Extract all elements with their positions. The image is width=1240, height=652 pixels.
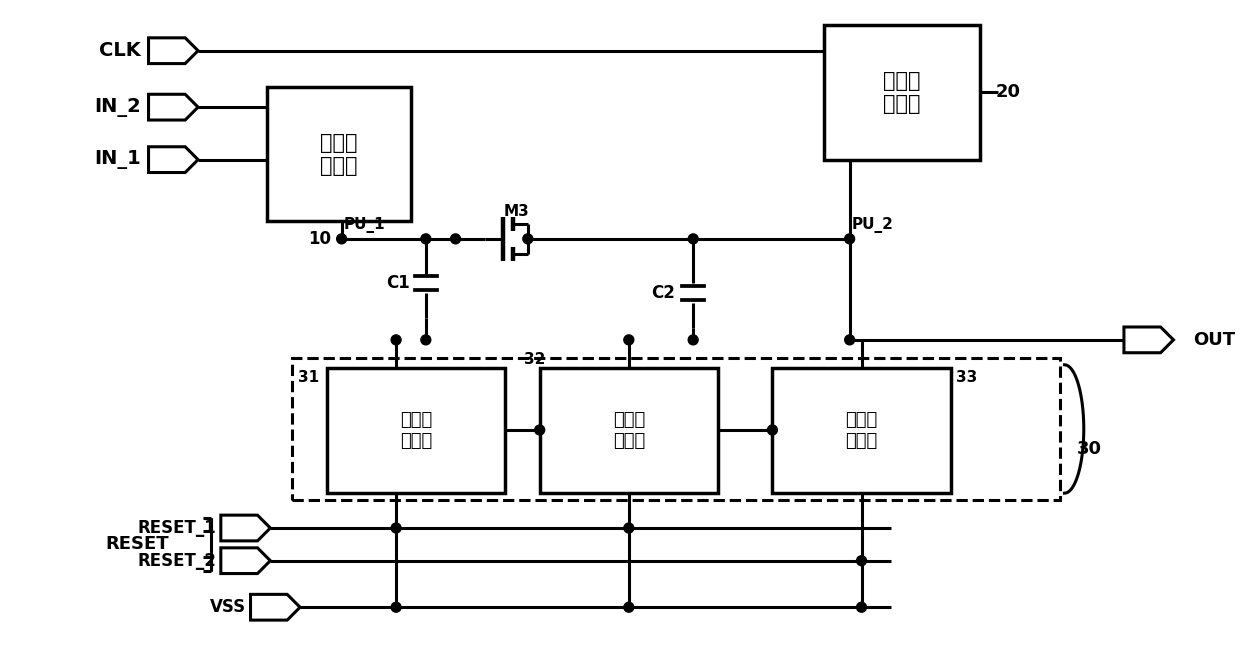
Circle shape <box>688 234 698 244</box>
Circle shape <box>844 234 854 244</box>
Text: 第二输
入模块: 第二输 入模块 <box>883 70 921 114</box>
Circle shape <box>768 425 777 435</box>
Circle shape <box>450 234 460 244</box>
Text: 31: 31 <box>298 370 319 385</box>
Bar <box>823 25 981 160</box>
Circle shape <box>857 602 867 612</box>
Text: PU_1: PU_1 <box>343 217 386 233</box>
Circle shape <box>624 523 634 533</box>
Text: M3: M3 <box>503 203 529 218</box>
Text: RESET: RESET <box>105 535 170 554</box>
Text: 33: 33 <box>956 370 977 385</box>
Circle shape <box>857 556 867 566</box>
Circle shape <box>420 234 430 244</box>
Bar <box>293 358 1060 500</box>
Bar <box>327 368 505 494</box>
Circle shape <box>391 335 401 345</box>
Text: C1: C1 <box>386 274 410 292</box>
Text: VSS: VSS <box>210 599 246 616</box>
Text: OUT: OUT <box>1193 331 1235 349</box>
Text: 第一输
入模块: 第一输 入模块 <box>320 132 358 176</box>
Text: CLK: CLK <box>99 41 140 60</box>
Text: C2: C2 <box>651 284 676 303</box>
Circle shape <box>420 335 430 345</box>
Bar <box>773 368 951 494</box>
Circle shape <box>534 425 544 435</box>
Text: 32: 32 <box>525 352 546 367</box>
Text: PU_2: PU_2 <box>852 217 894 233</box>
Circle shape <box>688 335 698 345</box>
Bar <box>268 87 410 221</box>
Circle shape <box>844 335 854 345</box>
Text: 30: 30 <box>1076 440 1102 458</box>
Circle shape <box>523 234 533 244</box>
Circle shape <box>624 602 634 612</box>
Text: IN_1: IN_1 <box>94 150 140 169</box>
Circle shape <box>624 335 634 345</box>
Text: 20: 20 <box>996 83 1021 101</box>
Circle shape <box>391 602 401 612</box>
Text: 第三复
位单元: 第三复 位单元 <box>846 411 878 450</box>
Text: RESET_1: RESET_1 <box>138 519 216 537</box>
Text: RESET_2: RESET_2 <box>136 552 216 570</box>
Text: 第一复
位单元: 第一复 位单元 <box>399 411 432 450</box>
Text: 10: 10 <box>309 230 331 248</box>
Text: IN_2: IN_2 <box>94 98 140 117</box>
Circle shape <box>337 234 347 244</box>
Text: 第二复
位单元: 第二复 位单元 <box>613 411 645 450</box>
Circle shape <box>391 523 401 533</box>
Bar <box>539 368 718 494</box>
